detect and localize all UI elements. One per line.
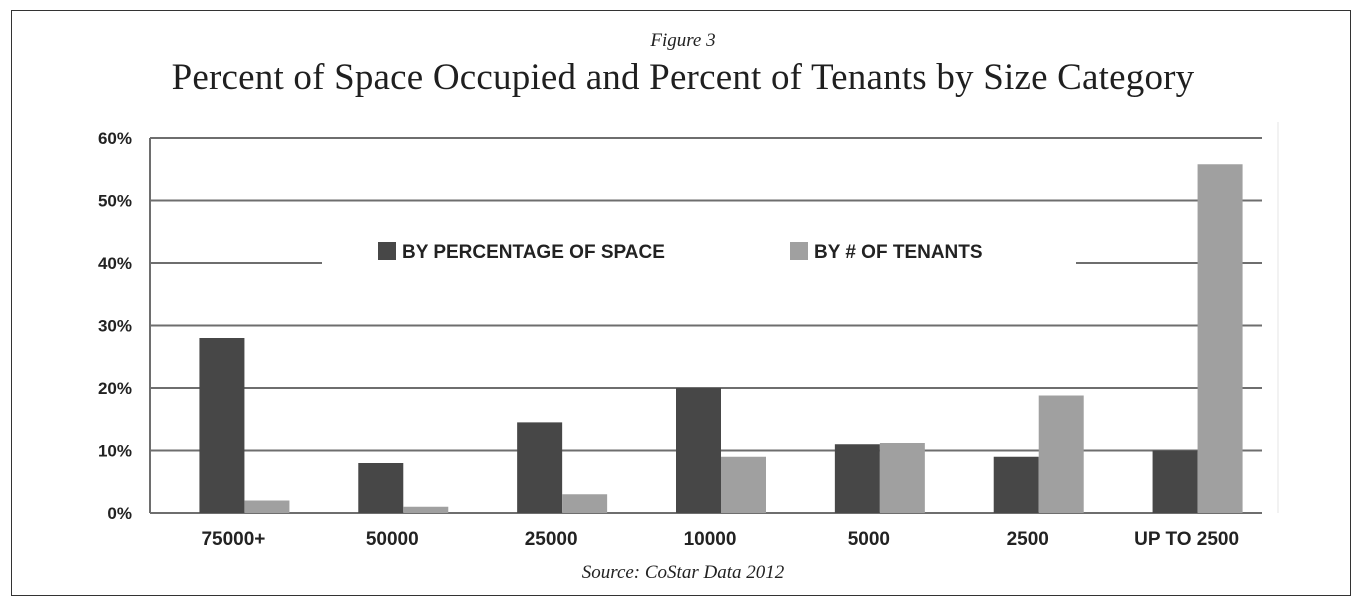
x-tick-label: 10000 <box>684 529 737 550</box>
bars <box>199 164 1243 513</box>
x-tick-label: 2500 <box>1007 529 1049 550</box>
bar-tenants <box>879 443 925 513</box>
bar-tenants <box>721 456 766 513</box>
figure-label: Figure 3 <box>650 30 716 51</box>
y-axis: 0% 10% 20% 30% 40% 50% 60% <box>98 129 151 523</box>
x-tick-label: UP TO 2500 <box>1134 529 1239 550</box>
y-tick-label: 50% <box>98 192 132 211</box>
x-tick-label: 25000 <box>525 529 578 550</box>
bar-tenants <box>1038 395 1084 513</box>
legend: BY PERCENTAGE OF SPACE BY # OF TENANTS <box>378 242 983 263</box>
bar-space <box>358 463 404 513</box>
y-tick-label: 10% <box>98 442 132 461</box>
bar-space <box>676 388 721 513</box>
bar-tenants <box>403 506 449 513</box>
legend-label-tenants: BY # OF TENANTS <box>814 242 983 263</box>
y-tick-label: 20% <box>98 379 132 398</box>
bar-tenants <box>244 500 290 513</box>
bar-space <box>517 422 563 513</box>
legend-label-space: BY PERCENTAGE OF SPACE <box>402 242 665 263</box>
x-tick-label: 5000 <box>848 529 890 550</box>
chart-title: Percent of Space Occupied and Percent of… <box>171 57 1195 98</box>
y-tick-label: 40% <box>98 254 132 273</box>
y-tick-label: 0% <box>107 504 132 523</box>
legend-swatch-tenants <box>790 242 808 260</box>
legend-swatch-space <box>378 242 396 260</box>
y-tick-label: 60% <box>98 129 132 148</box>
x-tick-label: 50000 <box>366 529 419 550</box>
bar-space <box>1152 450 1198 513</box>
x-axis: 75000+ 50000 25000 10000 5000 2500 UP TO 2500 <box>201 529 1239 550</box>
bar-space <box>834 444 880 513</box>
bar-space <box>993 456 1039 513</box>
source-note: Source: CoStar Data 2012 <box>581 562 785 583</box>
bar-space <box>199 338 245 513</box>
y-tick-label: 30% <box>98 317 132 336</box>
bar-tenants <box>562 494 608 513</box>
bar-tenants <box>1197 164 1243 513</box>
x-tick-label: 75000+ <box>201 529 265 550</box>
